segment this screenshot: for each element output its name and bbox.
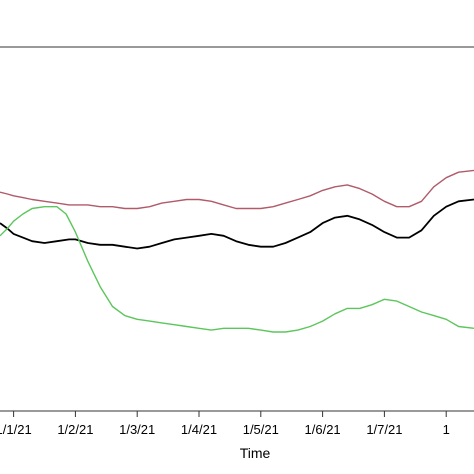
series-line-2	[0, 169, 474, 210]
x-tick-label: 1/2/21	[57, 422, 93, 437]
series-layer	[0, 169, 474, 333]
x-tick-label: 1/1/21	[0, 422, 32, 437]
x-tick-label: 1/6/21	[305, 422, 341, 437]
x-axis: 1/1/21 1/2/21 1/3/21 1/4/21 1/5/21 1/6/21 1/7/…	[0, 411, 450, 437]
plot-frame	[0, 46, 474, 412]
x-tick-label: 1/3/21	[119, 422, 155, 437]
x-tick-label: 1/5/21	[243, 422, 279, 437]
series-line-3	[0, 205, 474, 333]
x-axis-title: Time	[240, 445, 271, 461]
x-tick-label: 1/4/21	[181, 422, 217, 437]
x-tick-label: 1/7/21	[366, 422, 402, 437]
x-tick-label: 1	[443, 422, 450, 437]
series-line-1	[0, 198, 474, 250]
